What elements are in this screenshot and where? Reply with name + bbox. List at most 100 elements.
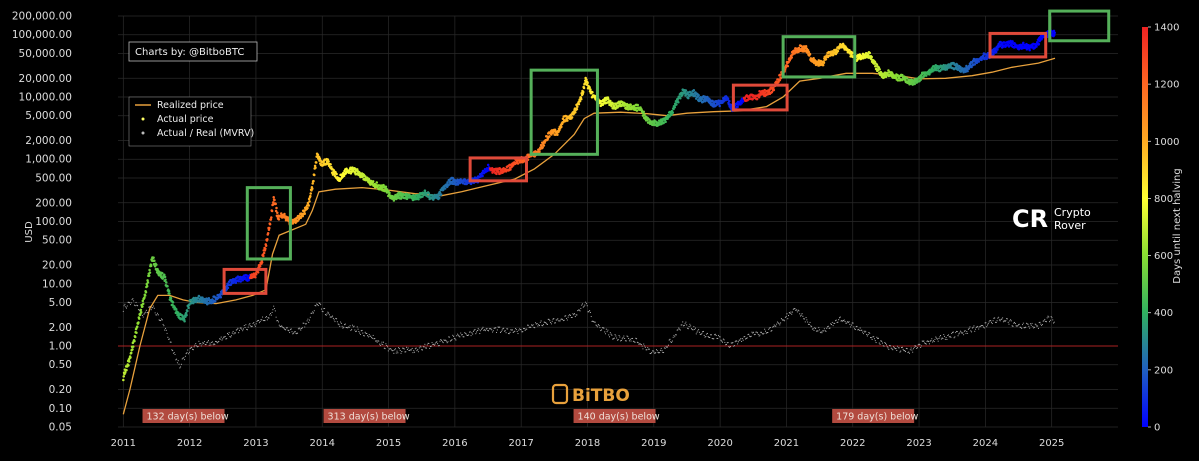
mvrv-point [162, 323, 164, 325]
mvrv-point [686, 324, 688, 326]
mvrv-point [990, 321, 993, 323]
mvrv-point [607, 329, 609, 331]
mvrv-point [852, 322, 854, 324]
actual-price-point [481, 174, 484, 178]
mvrv-point [765, 332, 767, 334]
mvrv-point [277, 320, 279, 322]
actual-price-point [269, 218, 273, 221]
mvrv-point [724, 341, 726, 343]
mvrv-point [943, 335, 946, 337]
mvrv-point [982, 326, 985, 328]
mvrv-point [181, 358, 183, 360]
bitbo-watermark: BiTBO [551, 383, 630, 406]
actual-price-point [554, 133, 557, 136]
mvrv-point [429, 347, 431, 349]
mvrv-point [370, 335, 372, 337]
actual-price-point [495, 172, 498, 176]
mvrv-point [721, 340, 723, 342]
mvrv-point [324, 313, 326, 316]
mvrv-point [1001, 318, 1003, 320]
mvrv-point [863, 330, 865, 332]
mvrv-point [554, 322, 556, 324]
mvrv-point [313, 310, 315, 312]
actual-price-point [271, 203, 275, 206]
actual-price-point [262, 254, 265, 258]
mvrv-point [170, 341, 172, 343]
mvrv-point [713, 338, 715, 340]
actual-price-point [934, 68, 938, 72]
mvrv-point [476, 331, 478, 333]
mvrv-point [227, 334, 229, 336]
mvrv-point [248, 324, 250, 326]
mvrv-point [197, 345, 199, 348]
mvrv-point [160, 318, 163, 320]
y-tick-label: 2,000.00 [25, 135, 72, 147]
mvrv-point [449, 336, 451, 338]
mvrv-point [904, 350, 906, 352]
mvrv-point [378, 340, 380, 342]
mvrv-point [328, 314, 330, 316]
mvrv-point [675, 334, 677, 336]
mvrv-point [1008, 323, 1010, 325]
mvrv-point [1040, 323, 1042, 325]
mvrv-point [245, 324, 247, 326]
mvrv-point [936, 337, 938, 339]
actual-price-point [392, 199, 396, 202]
mvrv-point [959, 330, 961, 332]
mvrv-point [464, 332, 466, 334]
mvrv-point [922, 340, 924, 343]
mvrv-point [133, 304, 135, 306]
mvrv-point [961, 332, 963, 334]
actual-price-point [258, 264, 262, 268]
mvrv-point [378, 343, 381, 345]
mvrv-point [366, 333, 368, 335]
mvrv-point [1023, 327, 1025, 329]
mvrv-point [948, 336, 950, 338]
mvrv-point [226, 337, 228, 340]
actual-price-point [828, 54, 832, 57]
actual-price-point [580, 97, 583, 101]
actual-price-point [143, 294, 147, 297]
mvrv-point [423, 346, 425, 348]
mvrv-point [955, 332, 957, 334]
mvrv-point [438, 345, 440, 347]
mvrv-point [129, 304, 132, 306]
mvrv-point [1009, 320, 1011, 322]
mvrv-point [761, 333, 763, 335]
actual-price-point [277, 218, 281, 221]
mvrv-point [1037, 327, 1039, 329]
mvrv-point [889, 345, 891, 347]
mvrv-point [285, 329, 287, 331]
mvrv-point [393, 352, 395, 354]
x-tick-label: 2013 [243, 438, 268, 449]
mvrv-point [173, 352, 175, 354]
y-tick-label: 200.00 [35, 197, 72, 209]
actual-price-point [901, 73, 904, 77]
actual-price-point [822, 61, 826, 64]
mvrv-point [417, 349, 419, 351]
mvrv-point [152, 306, 154, 308]
mvrv-point [781, 319, 783, 321]
mvrv-point [157, 314, 159, 316]
mvrv-point [802, 315, 804, 317]
mvrv-point [290, 328, 292, 330]
mvrv-point [793, 308, 795, 310]
mvrv-point [636, 338, 638, 340]
mvrv-point [201, 343, 203, 345]
mvrv-point [931, 338, 933, 340]
mvrv-point [854, 328, 856, 331]
mvrv-point [336, 318, 338, 320]
mvrv-point [964, 330, 966, 332]
y-tick-label: 2.00 [49, 322, 72, 334]
mvrv-point [345, 326, 347, 329]
mvrv-point [167, 336, 169, 338]
mvrv-point [424, 343, 426, 345]
mvrv-point [826, 326, 829, 328]
mvrv-point [687, 328, 689, 330]
mvrv-point [784, 320, 786, 322]
mvrv-point [275, 316, 277, 318]
mvrv-point [576, 314, 578, 316]
mvrv-point [665, 345, 667, 347]
actual-price-point [135, 331, 138, 335]
mvrv-point [783, 319, 785, 321]
